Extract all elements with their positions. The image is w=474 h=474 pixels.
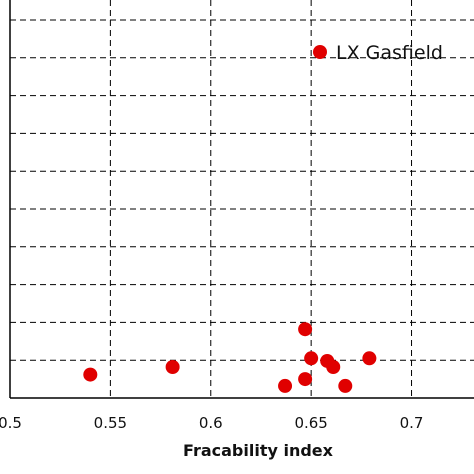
data-point <box>165 360 180 375</box>
data-points <box>83 322 377 393</box>
x-tick-labels: 0.50.550.60.650.70.75 <box>0 414 424 432</box>
data-point <box>298 322 313 337</box>
x-tick-label: 0.5 <box>0 414 22 432</box>
x-axis-title: Fracability index <box>183 441 334 460</box>
data-point <box>338 378 353 393</box>
x-tick-label: 0.6 <box>199 414 223 432</box>
legend: LX Gasfield <box>313 42 443 64</box>
data-point <box>362 351 377 366</box>
x-tick-label: 0.65 <box>294 414 327 432</box>
legend-label: LX Gasfield <box>336 42 443 64</box>
data-point <box>326 360 341 375</box>
data-point <box>298 372 313 387</box>
legend-marker <box>313 45 327 59</box>
x-tick-label: 0.7 <box>400 414 424 432</box>
data-point <box>304 351 319 366</box>
x-tick-label: 0.55 <box>94 414 127 432</box>
data-point <box>83 367 98 382</box>
data-point <box>278 378 293 393</box>
